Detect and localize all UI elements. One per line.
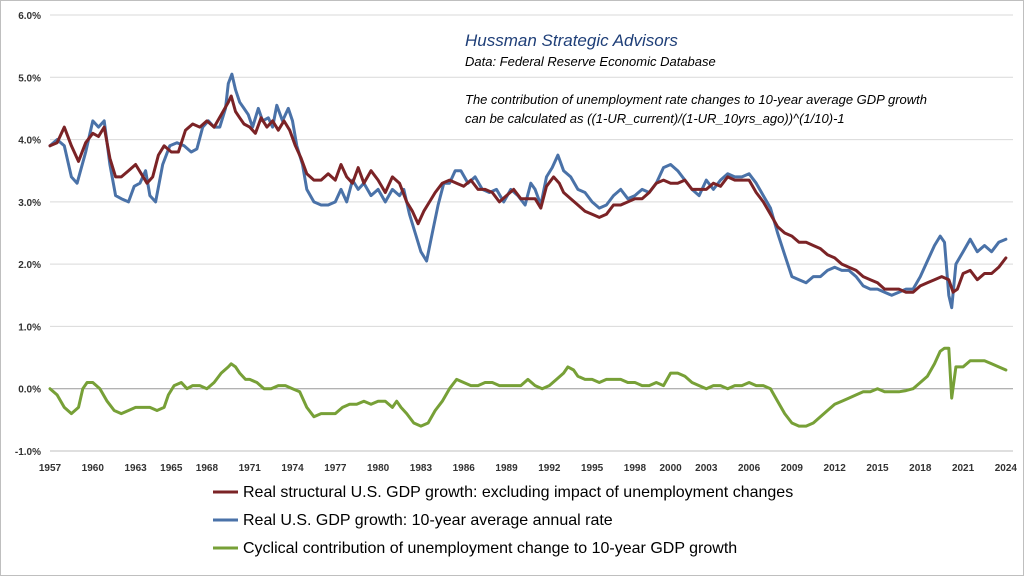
- chart-title: Hussman Strategic Advisors: [465, 31, 678, 50]
- y-tick-label: 3.0%: [18, 198, 41, 209]
- x-tick-label: 2015: [866, 463, 889, 474]
- x-tick-label: 1971: [239, 463, 262, 474]
- x-tick-label: 1986: [453, 463, 476, 474]
- x-tick-label: 1968: [196, 463, 219, 474]
- x-tick-label: 2003: [695, 463, 718, 474]
- x-tick-label: 1963: [124, 463, 147, 474]
- legend-label: Real U.S. GDP growth: 10-year average an…: [243, 512, 613, 529]
- x-tick-label: 2018: [909, 463, 932, 474]
- series-line-gdp-growth: [48, 72, 1008, 310]
- x-tick-label: 1992: [538, 463, 561, 474]
- x-tick-label: 1957: [39, 463, 62, 474]
- x-tick-label: 1983: [410, 463, 433, 474]
- y-tick-label: 5.0%: [18, 73, 41, 84]
- x-tick-label: 1960: [82, 463, 105, 474]
- y-tick-label: 1.0%: [18, 322, 41, 333]
- x-tick-label: 1998: [624, 463, 647, 474]
- x-tick-label: 1995: [581, 463, 604, 474]
- y-axis-ticks: 6.0% 5.0% 4.0% 3.0% 2.0% 1.0% 0.0% -1.0%: [15, 11, 41, 458]
- x-tick-label: 1977: [324, 463, 347, 474]
- chart-subtitle: Data: Federal Reserve Economic Database: [465, 54, 716, 69]
- x-tick-label: 1974: [281, 463, 304, 474]
- legend-label: Real structural U.S. GDP growth: excludi…: [243, 484, 793, 501]
- x-tick-label: 2012: [824, 463, 847, 474]
- y-tick-label: 4.0%: [18, 136, 41, 147]
- legend: Real structural U.S. GDP growth: excludi…: [213, 484, 793, 557]
- annotation-line-2: can be calculated as ((1-UR_current)/(1-…: [465, 111, 845, 126]
- y-tick-label: -1.0%: [15, 447, 41, 458]
- x-tick-label: 2024: [995, 463, 1018, 474]
- x-tick-label: 2006: [738, 463, 761, 474]
- annotation-line-1: The contribution of unemployment rate ch…: [465, 92, 927, 107]
- series-lines: [48, 72, 1008, 428]
- y-tick-label: 0.0%: [18, 385, 41, 396]
- series-line-cyclical-contribution: [48, 346, 1008, 428]
- gridlines: [50, 14, 1013, 327]
- x-tick-label: 1965: [160, 463, 183, 474]
- legend-label: Cyclical contribution of unemployment ch…: [243, 540, 737, 557]
- x-tick-label: 2000: [659, 463, 682, 474]
- x-tick-label: 1989: [495, 463, 518, 474]
- x-tick-label: 1980: [367, 463, 390, 474]
- x-axis-ticks: 1957 1960 1963 1965 1968 1971 1974 1977 1980 1983…: [39, 450, 1018, 474]
- x-tick-label: 2009: [781, 463, 804, 474]
- x-tick-label: 2021: [952, 463, 975, 474]
- y-tick-label: 6.0%: [18, 11, 41, 22]
- y-tick-label: 2.0%: [18, 260, 41, 271]
- series-line-structural-growth: [48, 94, 1008, 294]
